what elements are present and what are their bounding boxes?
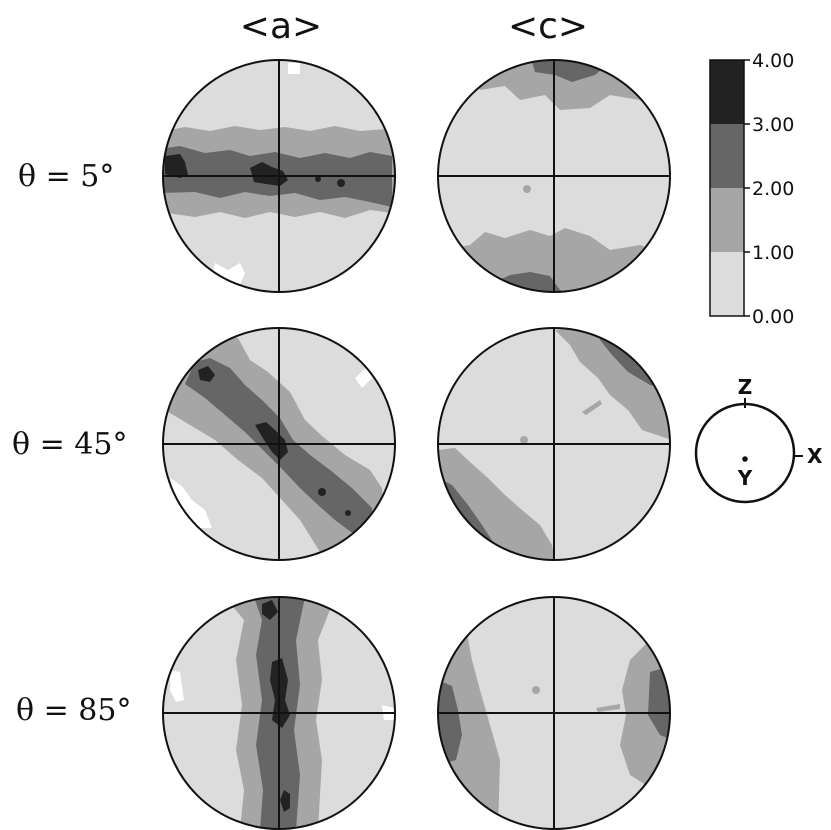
colorbar-level-3 <box>710 60 744 124</box>
colorbar-tick-4: 4.00 <box>752 50 794 72</box>
contour-level-3 <box>345 510 351 516</box>
pole-figure-c-theta-85 <box>437 596 671 830</box>
pole-figure-c-theta-45 <box>437 327 671 561</box>
colorbar-tick-1: 1.00 <box>752 242 794 264</box>
contour-level-2 <box>438 680 462 765</box>
contour-level-1 <box>582 400 602 415</box>
contour-level-3 <box>337 179 345 187</box>
contour-level-3 <box>318 488 326 496</box>
pole-figure-a-theta-45 <box>162 327 396 561</box>
row-label-85: θ = 85° <box>16 693 131 728</box>
pole-figure-a-theta-5 <box>162 59 396 293</box>
contour-level-2 <box>495 272 580 292</box>
contour-level-1 <box>520 436 528 444</box>
contour-level-0 <box>170 368 372 528</box>
axis-label-z: Z <box>738 375 753 399</box>
row-label-45: θ = 45° <box>12 427 127 462</box>
contour-level-1 <box>532 686 540 694</box>
pole-figure-c-theta-5 <box>437 59 671 293</box>
orientation-key: Z X Y <box>694 375 823 504</box>
colorbar-tick-0: 0.00 <box>752 306 794 328</box>
row-label-5: θ = 5° <box>18 159 114 194</box>
column-title-c: <c> <box>508 6 588 47</box>
contour-level-3 <box>262 600 278 620</box>
colorbar-tick-2: 2.00 <box>752 178 794 200</box>
contour-level-3 <box>165 154 188 178</box>
contour-level-3 <box>315 176 321 182</box>
column-title-a: <a> <box>240 6 322 47</box>
colorbar-level-1 <box>710 188 744 252</box>
colorbar-level-0 <box>710 252 744 316</box>
colorbar-level-2 <box>710 124 744 188</box>
contour-level-3 <box>280 790 290 812</box>
contour-level-3 <box>198 366 215 382</box>
contour-level-1 <box>523 185 531 193</box>
axis-label-y: Y <box>737 466 753 490</box>
axis-label-x: X <box>807 444 823 468</box>
pole-figure-a-theta-85 <box>162 596 396 830</box>
contour-level-1 <box>596 704 620 712</box>
colorbar: 4.00 3.00 2.00 1.00 0.00 <box>709 50 794 328</box>
contour-level-0 <box>210 63 300 290</box>
colorbar-tick-3: 3.00 <box>752 114 794 136</box>
